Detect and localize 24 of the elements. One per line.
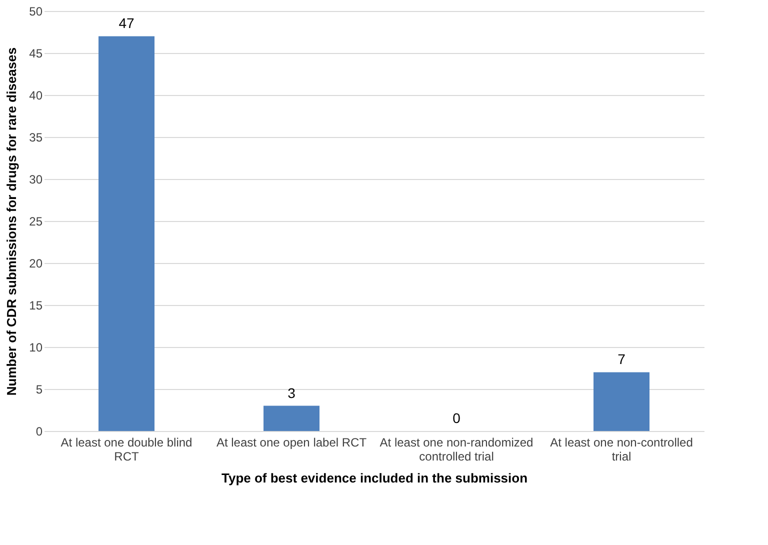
- x-tick-label: At least one open label RCT: [216, 436, 368, 450]
- data-label: 3: [288, 384, 296, 401]
- y-tick-label: 25: [29, 214, 43, 228]
- y-tick-label: 40: [29, 88, 43, 102]
- data-label: 0: [452, 410, 461, 426]
- y-axis-title: Number of CDR submissions for drugs for rare diseases: [4, 47, 20, 396]
- y-tick-label: 5: [36, 382, 43, 396]
- bar: [264, 406, 320, 431]
- y-tick-label: 30: [29, 172, 43, 186]
- y-tick-label: 45: [29, 46, 43, 60]
- data-label: 7: [618, 351, 626, 368]
- x-axis-title: Type of best evidence included in the submission: [221, 470, 528, 486]
- data-label: 47: [118, 15, 134, 32]
- y-tick-label: 20: [29, 256, 43, 270]
- x-tick-label: At least one double blind RCT: [60, 436, 192, 464]
- y-tick-label: 50: [29, 4, 43, 18]
- y-tick-label: 35: [29, 130, 43, 144]
- x-tick-label: At least one non-controlled trial: [550, 436, 693, 464]
- bar: [98, 36, 154, 431]
- y-tick-label: 10: [29, 340, 43, 354]
- bar: [594, 372, 650, 431]
- y-tick-label: 0: [36, 424, 43, 438]
- x-tick-label: At least one non-randomized controlled trial: [380, 436, 534, 464]
- y-tick-label: 15: [29, 298, 43, 312]
